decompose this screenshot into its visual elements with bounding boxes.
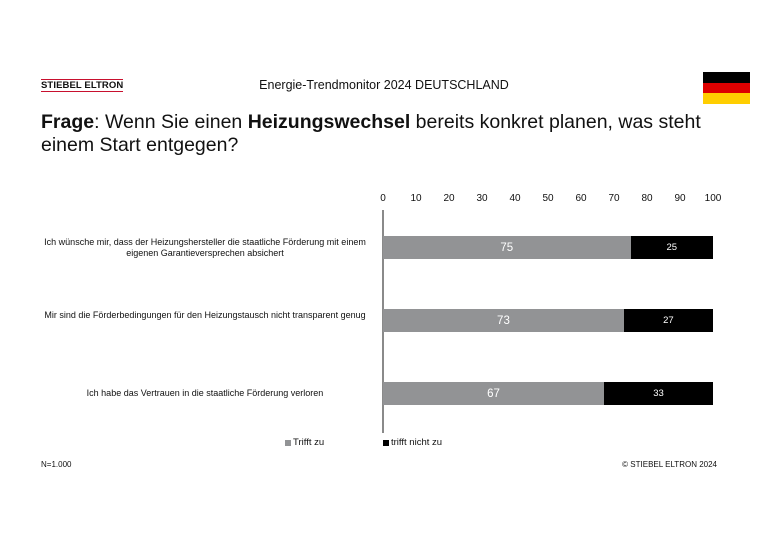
tick-label: 70 bbox=[608, 193, 620, 204]
tick-label: 0 bbox=[380, 193, 386, 204]
question-heading: Frage: Wenn Sie einen Heizungswechsel be… bbox=[41, 111, 721, 157]
legend-swatch-gray bbox=[285, 439, 291, 446]
category-label: Ich habe das Vertrauen in die staatliche… bbox=[86, 388, 324, 398]
question-text-2: bereits konkret planen, was steht einem … bbox=[41, 111, 701, 156]
flag-stripe-gold bbox=[703, 93, 750, 104]
y-axis-line bbox=[382, 210, 384, 433]
legend-label: Trifft zu bbox=[293, 437, 325, 448]
bar-segment-trifft-zu: 67 bbox=[383, 382, 605, 405]
question-prefix: Frage bbox=[41, 111, 95, 133]
legend-label: trifft nicht zu bbox=[391, 437, 443, 448]
legend-item-trifft-nicht-zu: trifft nicht zu bbox=[383, 437, 442, 448]
bar-segment-trifft-nicht-zu: 27 bbox=[623, 309, 713, 332]
germany-flag-icon bbox=[703, 72, 750, 104]
tick-label: 80 bbox=[641, 193, 653, 204]
stiebel-eltron-logo: STIEBEL ELTRON bbox=[41, 79, 124, 92]
question-keyword: Heizungswechsel bbox=[247, 111, 411, 133]
tick-label: 90 bbox=[674, 193, 686, 204]
report-title: Energie-Trendmonitor 2024 DEUTSCHLAND bbox=[259, 78, 509, 92]
bar-segment-trifft-nicht-zu: 33 bbox=[604, 382, 713, 405]
bar-row: 73 27 bbox=[383, 309, 713, 332]
bar-row: 67 33 bbox=[383, 382, 713, 405]
tick-label: 40 bbox=[509, 193, 521, 204]
bar-segment-trifft-nicht-zu: 25 bbox=[630, 236, 713, 259]
sample-size: N=1.000 bbox=[41, 460, 72, 469]
bar-row: 75 25 bbox=[383, 236, 713, 259]
category-label: Ich wünsche mir, dass der Heizungsherste… bbox=[44, 237, 366, 258]
flag-stripe-red bbox=[703, 82, 750, 94]
question-text-1: : Wenn Sie einen bbox=[94, 111, 248, 133]
tick-label: 20 bbox=[443, 193, 455, 204]
legend-item-trifft-zu: Trifft zu bbox=[285, 437, 324, 448]
flag-stripe-black bbox=[703, 72, 750, 83]
tick-label: 100 bbox=[704, 193, 722, 204]
tick-label: 10 bbox=[410, 193, 422, 204]
copyright: © STIEBEL ELTRON 2024 bbox=[622, 460, 717, 469]
tick-label: 30 bbox=[476, 193, 488, 204]
category-label: Mir sind die Förderbedingungen für den H… bbox=[44, 310, 366, 320]
bar-segment-trifft-zu: 75 bbox=[383, 236, 631, 259]
legend-swatch-black bbox=[383, 439, 389, 446]
tick-label: 50 bbox=[542, 193, 554, 204]
x-axis-ticks: 0 10 20 30 40 50 60 70 80 90 100 bbox=[0, 193, 768, 207]
bar-segment-trifft-zu: 73 bbox=[383, 309, 624, 332]
tick-label: 60 bbox=[575, 193, 587, 204]
